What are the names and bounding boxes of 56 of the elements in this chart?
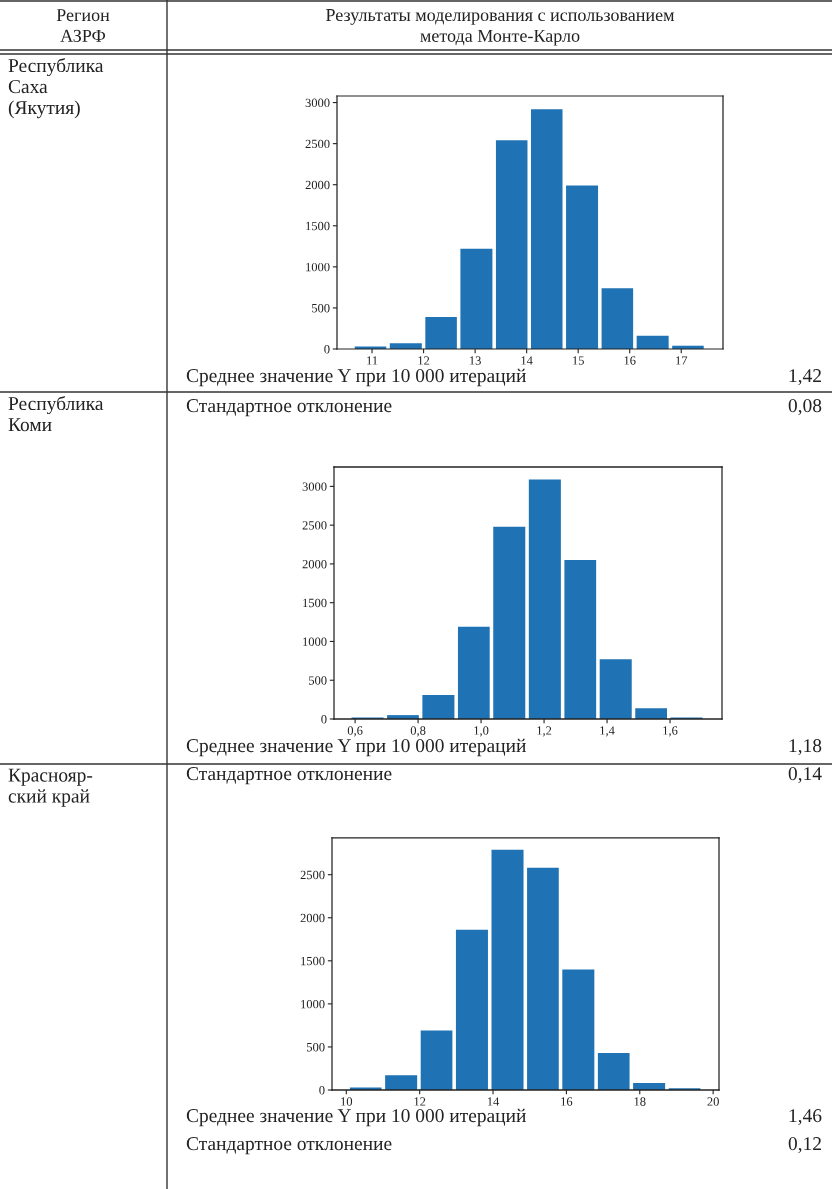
x-tick-label: 0,8 <box>410 726 426 737</box>
y-tick-label: 2000 <box>305 180 330 190</box>
x-tick-label: 1,4 <box>600 726 615 737</box>
x-tick-label: 1,0 <box>474 726 489 737</box>
y-tick-label: 1500 <box>303 598 327 608</box>
x-tick-label: 0,6 <box>347 726 363 737</box>
y-tick-label: 2000 <box>302 559 327 569</box>
text: Среднее значение Y при 10 000 итераций <box>186 1108 526 1127</box>
x-tick-label: 1,6 <box>663 726 678 737</box>
y-tick-label: 3000 <box>305 98 330 108</box>
text: Краснояр- ский край <box>8 768 93 807</box>
x-tick-label: 18 <box>634 1097 646 1106</box>
y-tick-label: 2000 <box>300 913 325 923</box>
x-tick-label: 20 <box>707 1097 719 1106</box>
y-tick-label: 2500 <box>302 521 327 530</box>
text: 0,14 <box>788 767 822 783</box>
y-tick-label: 500 <box>309 676 327 685</box>
text: Среднее значение Y при 10 000 итераций <box>186 368 526 387</box>
x-tick-label: 12 <box>418 356 430 365</box>
x-tick-label: 11 <box>367 356 378 365</box>
text: 1,46 <box>789 1109 822 1125</box>
x-tick-label: 10 <box>341 1097 353 1106</box>
text: Стандартное отклонение <box>186 399 392 417</box>
x-tick-label: 15 <box>573 356 584 365</box>
text: 1,42 <box>789 369 821 385</box>
y-tick-label: 2500 <box>305 139 330 149</box>
text: 1,18 <box>789 739 822 755</box>
text: 0,12 <box>788 1137 821 1153</box>
y-tick-label: 1500 <box>301 956 325 966</box>
y-tick-label: 0 <box>324 345 330 354</box>
y-tick-label: 1500 <box>306 221 330 231</box>
text: Регион АЗРФ <box>56 9 110 42</box>
text: Стандартное отклонение <box>186 767 392 785</box>
y-tick-label: 1000 <box>306 262 330 272</box>
y-tick-label: 500 <box>307 1042 325 1052</box>
y-tick-label: 0 <box>319 1086 325 1095</box>
text: Республика Коми <box>8 396 104 432</box>
text: 0,08 <box>788 399 822 415</box>
x-tick-label: 14 <box>521 356 533 365</box>
text: Стандартное отклонение <box>186 1137 392 1155</box>
x-tick-label: 17 <box>676 356 688 365</box>
x-tick-label: 14 <box>487 1097 500 1106</box>
y-tick-label: 1000 <box>303 637 327 646</box>
text: Среднее значение Y при 10 000 итераций <box>186 738 526 757</box>
y-tick-label: 2500 <box>300 870 325 880</box>
text: Республика Саха (Якутия) <box>8 58 104 119</box>
x-tick-label: 16 <box>624 356 636 365</box>
x-tick-label: 12 <box>414 1097 426 1106</box>
x-tick-label: 16 <box>561 1097 573 1106</box>
x-tick-label: 13 <box>469 356 481 365</box>
y-tick-label: 0 <box>321 715 327 724</box>
y-tick-label: 1000 <box>301 999 325 1009</box>
y-tick-label: 3000 <box>302 482 327 491</box>
x-tick-label: 1,2 <box>537 726 552 737</box>
text: Результаты моделирования с использованием метода Монте-Карло <box>325 9 675 46</box>
y-tick-label: 500 <box>312 303 330 313</box>
